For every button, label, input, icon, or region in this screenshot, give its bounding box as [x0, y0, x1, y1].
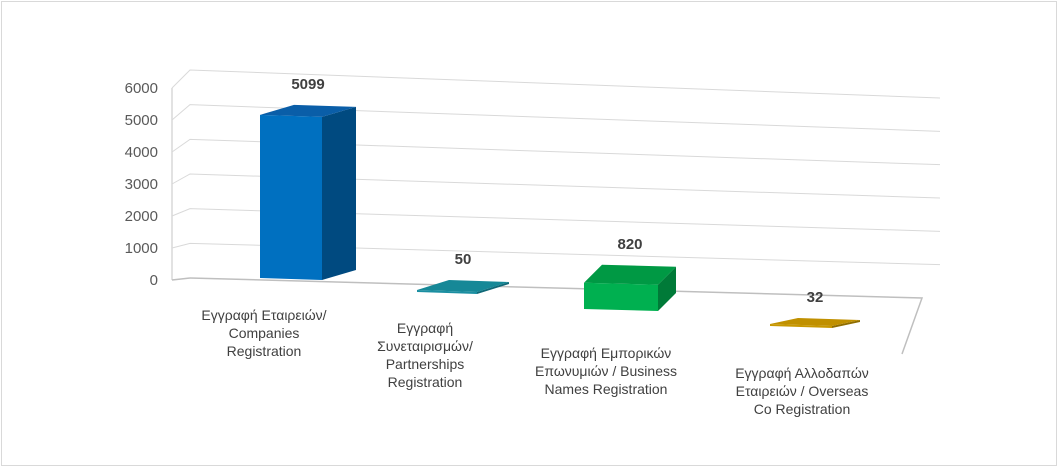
gridline [171, 104, 941, 132]
data-label: 50 [455, 251, 472, 268]
category-label-line: Επωνυμιών / Business [535, 363, 677, 379]
y-tick-label: 3000 [125, 176, 158, 193]
bar-side [658, 266, 676, 311]
category-label-line: Co Registration [754, 401, 851, 417]
gridline [171, 242, 941, 266]
floor-left-edge [171, 277, 191, 281]
bar-top [584, 264, 676, 285]
y-tick-label: 2000 [125, 208, 158, 225]
gridline [171, 138, 941, 166]
category-label-line: Registration [227, 343, 302, 359]
category-label-line: Partnerships [386, 356, 465, 372]
category-label-line: Εγγραφή Αλλοδαπών [735, 365, 869, 381]
bar-front [584, 282, 658, 311]
data-label: 5099 [291, 76, 324, 93]
category-label-line: Εγγραφή Εμπορικών [541, 345, 672, 361]
gridlines [171, 69, 941, 266]
category-label-line: Companies [229, 325, 300, 341]
bar-side [477, 282, 509, 294]
gridline [171, 173, 941, 199]
y-axis-ticks: 0 1000 2000 3000 4000 5000 6000 [125, 80, 158, 289]
data-label: 820 [617, 236, 642, 253]
bar-top [260, 104, 356, 117]
gridline [171, 69, 941, 99]
data-label: 32 [807, 289, 824, 306]
y-tick-label: 0 [150, 272, 158, 289]
bar-side [322, 106, 356, 280]
category-label-line: Εγγραφή Εταιρειών/ [201, 307, 326, 323]
y-tick-label: 4000 [125, 144, 158, 161]
bar-top [417, 280, 509, 292]
y-tick-label: 5000 [125, 112, 158, 129]
bar-side [832, 320, 860, 328]
bar-front [417, 290, 477, 294]
category-label-line: Registration [388, 374, 463, 390]
bar-front [770, 324, 832, 328]
category-label-line: Names Registration [545, 381, 668, 397]
floor-edge [189, 277, 924, 355]
y-tick-label: 1000 [125, 240, 158, 257]
category-label-line: Εγγραφή [397, 320, 453, 336]
gridline [171, 208, 941, 232]
category-label-line: Εταιρειών / Overseas [736, 383, 869, 399]
data-labels: 5099 50 820 32 [291, 76, 823, 306]
category-labels: Εγγραφή Εταιρειών/Companies Registration Ε… [201, 307, 868, 417]
bar-front [260, 114, 322, 280]
bar-top [770, 318, 860, 326]
category-label-line: Συνεταιρισμών/ [377, 338, 473, 354]
bars [260, 104, 860, 328]
y-tick-label: 6000 [125, 80, 158, 97]
